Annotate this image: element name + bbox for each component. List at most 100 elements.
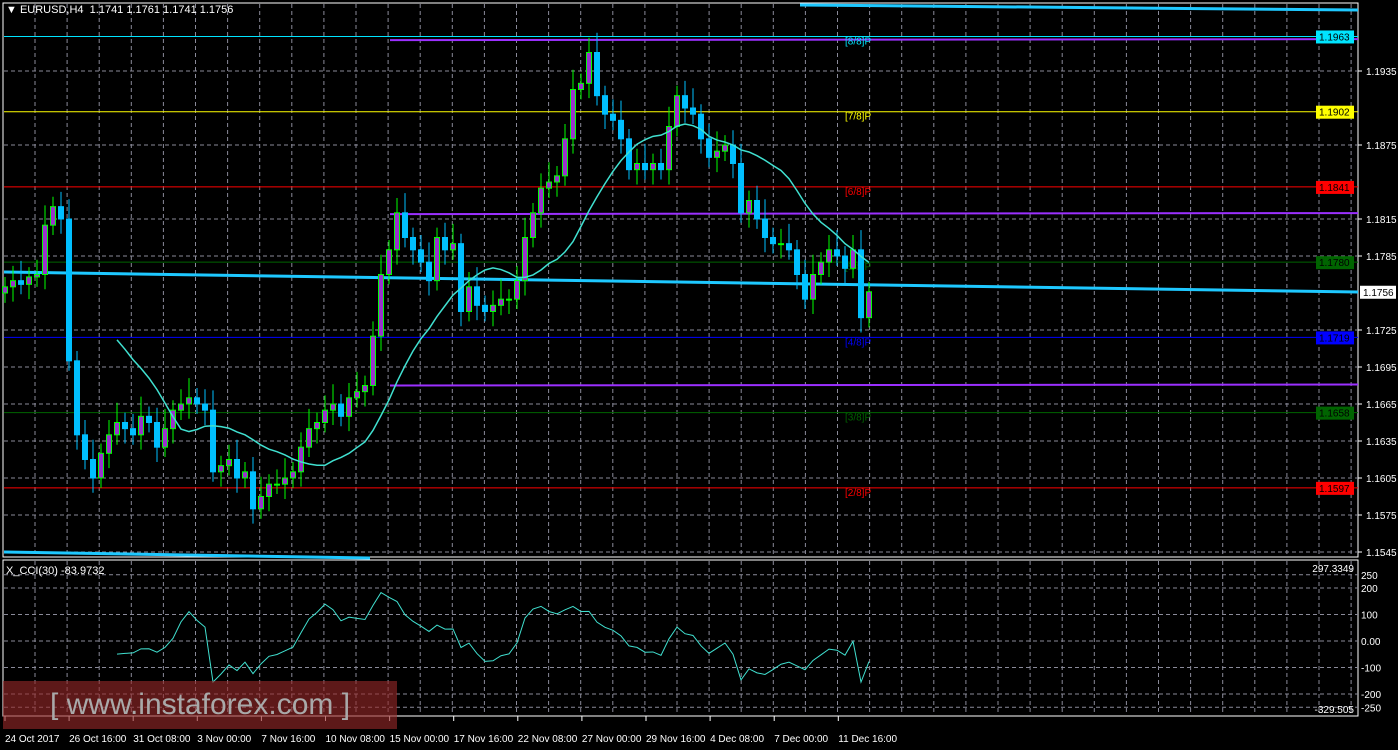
- candle-bull: [746, 199, 752, 214]
- murrey-level-label: [2/8]P: [845, 488, 871, 499]
- time-tick-label: 4 Dec 08:00: [710, 734, 764, 745]
- candle-bear: [594, 52, 600, 97]
- cci-min-label: -329.505: [1315, 705, 1355, 716]
- candle-bear: [74, 360, 80, 436]
- candle-bull: [106, 434, 112, 454]
- purple-level-line: [389, 383, 1359, 387]
- candle-bull: [562, 138, 568, 177]
- candle-bear: [18, 280, 24, 285]
- candle-bear: [426, 261, 432, 282]
- candle-bear: [82, 434, 88, 460]
- murrey-level-label: [6/8]P: [845, 187, 871, 198]
- cci-tick-label: -100: [1361, 664, 1381, 675]
- candle-bear: [730, 144, 736, 164]
- candle-bull: [498, 298, 504, 306]
- candle-bull: [218, 465, 224, 473]
- time-tick-label: 15 Nov 00:00: [390, 734, 450, 745]
- candle-bull: [722, 144, 728, 152]
- candle-bull: [578, 82, 584, 90]
- ohlc-values: 1.1741 1.1761 1.1741 1.1756: [89, 4, 234, 16]
- price-label-badge: [1316, 30, 1354, 44]
- dropdown-arrow-icon[interactable]: ▼: [6, 4, 20, 16]
- candle-bull: [306, 428, 312, 448]
- murrey-level-label: [3/8]P: [845, 413, 871, 424]
- candle-bear: [738, 162, 744, 214]
- candle-bull: [546, 181, 552, 189]
- candle-bear: [122, 421, 128, 430]
- price-label-badge: [1316, 481, 1354, 495]
- price-label-text: 1.1719: [1319, 333, 1350, 344]
- candle-bear: [794, 249, 800, 275]
- candle-bull: [650, 162, 656, 171]
- candle-bull: [522, 236, 528, 282]
- candle-bull: [778, 243, 784, 246]
- candle-bull: [226, 458, 232, 467]
- candle-bull: [10, 280, 16, 288]
- candle-bear: [130, 428, 136, 436]
- candle-bull: [826, 249, 832, 263]
- candle-bull: [162, 428, 168, 448]
- price-label-badge: [1316, 331, 1354, 345]
- candle-bull: [570, 88, 576, 140]
- price-label-text: 1.1963: [1319, 32, 1350, 43]
- candle-bear: [154, 421, 160, 448]
- candle-bull: [34, 273, 40, 278]
- price-tick-label: 1.1575: [1366, 511, 1397, 522]
- time-tick-label: 31 Oct 08:00: [133, 734, 191, 745]
- price-tick-label: 1.1665: [1366, 400, 1397, 411]
- cci-tick-label: -200: [1361, 690, 1381, 701]
- candle-bear: [642, 162, 648, 171]
- candle-bull: [258, 495, 264, 510]
- candle-bear: [658, 162, 664, 171]
- main-panel-border: [2, 2, 1359, 558]
- candle-bear: [234, 458, 240, 479]
- candle-bull: [714, 150, 720, 158]
- candle-bull: [362, 384, 368, 393]
- candle-bear: [418, 249, 424, 263]
- cci-line: [116, 591, 870, 684]
- candle-bull: [42, 224, 48, 275]
- candle-bull: [354, 391, 360, 399]
- candle-bear: [770, 236, 776, 245]
- candle-bull: [242, 471, 248, 479]
- candle-bear: [610, 113, 616, 121]
- candle-bull: [330, 403, 336, 411]
- watermark-logo: [ www.instaforex.com ]: [3, 681, 397, 729]
- candle-bull: [26, 276, 32, 285]
- candle-bull: [386, 249, 392, 275]
- candle-bear: [146, 415, 152, 423]
- price-label-text: 1.1841: [1319, 183, 1350, 194]
- candle-bear: [58, 206, 64, 220]
- trend-line-bottom: [3, 550, 371, 560]
- candle-bull: [586, 52, 592, 84]
- candle-bear: [442, 236, 448, 251]
- candle-bull: [186, 397, 192, 405]
- purple-level-line: [389, 212, 1359, 216]
- price-label-text: 1.1658: [1319, 409, 1350, 420]
- candle-bear: [90, 458, 96, 479]
- candle-bear: [706, 138, 712, 158]
- candle-bull: [538, 187, 544, 214]
- time-tick-label: 7 Nov 16:00: [261, 734, 315, 745]
- candle-bull: [466, 286, 472, 312]
- price-tick-label: 1.1695: [1366, 363, 1397, 374]
- candle-bull: [450, 243, 456, 251]
- candle-bull: [114, 421, 120, 436]
- candle-bear: [698, 113, 704, 140]
- candle-bull: [282, 477, 288, 485]
- candle-bull: [2, 286, 8, 294]
- price-tick-label: 1.1815: [1366, 215, 1397, 226]
- time-tick-label: 22 Nov 08:00: [518, 734, 578, 745]
- time-tick-label: 17 Nov 16:00: [454, 734, 514, 745]
- time-tick-label: 26 Oct 16:00: [69, 734, 127, 745]
- candle-bear: [834, 249, 840, 257]
- candle-bull: [634, 162, 640, 171]
- cci-tick-label: -250: [1361, 703, 1381, 714]
- price-label-text: 1.1597: [1319, 484, 1350, 495]
- candle-bear: [482, 304, 488, 312]
- candle-bear: [762, 218, 768, 238]
- candle-bull: [674, 95, 680, 127]
- price-tick-label: 1.1785: [1366, 252, 1397, 263]
- purple-level-line: [389, 38, 1359, 42]
